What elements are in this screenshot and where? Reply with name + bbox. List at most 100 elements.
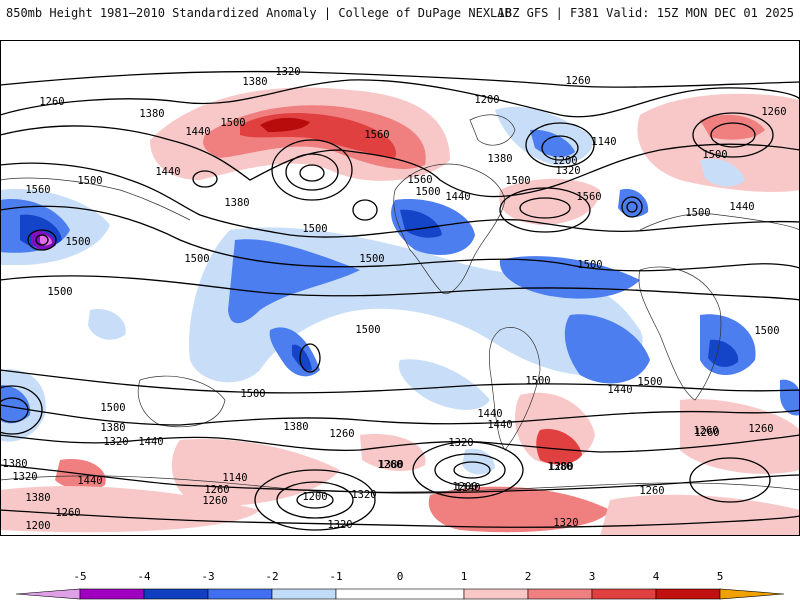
legend-tick-labels: -5 -4 -3 -2 -1 0 1 2 3 4 5 [73,570,723,583]
legend-swatch-zero [335,588,465,600]
contour-label: 1440 [155,166,180,178]
coastline-greenland [469,114,516,146]
model-run-info: 18Z GFS | F381 Valid: 15Z MON DEC 01 202… [497,6,794,20]
legend-tick: 3 [589,570,596,583]
contour-label: 1260 [329,428,354,440]
contour-closed-low [299,164,325,182]
legend-color-bar [15,588,785,600]
contour-label: 1500 [415,186,440,198]
contour-label: 1320 [12,471,37,483]
anomaly-region [292,344,312,371]
contour-label: 1200 [548,461,573,473]
contour-label: 1440 [487,419,512,431]
contour-line [0,509,800,528]
contour-line [0,404,800,426]
anomaly-region [700,158,745,187]
contour-closed-low [299,343,321,373]
contour-label: 1320 [327,519,352,531]
contour-closed [352,199,378,221]
contour-label: 1140 [455,482,480,494]
contour-label: 1380 [378,459,403,471]
anomaly-region [462,448,495,475]
contour-label: 1200 [474,94,499,106]
contour-label: 1560 [576,191,601,203]
contour-closed-high [499,187,591,233]
anomaly-region [700,114,765,140]
legend-tick: -4 [137,570,151,583]
contour-label: 1500 [685,207,710,219]
contour-label: 1380 [283,421,308,433]
contour-label: 1260 [55,507,80,519]
contour-label: 1440 [185,126,210,138]
contour-line [0,162,800,238]
legend-swatch-p4 [655,588,721,600]
contour-label: 1260 [694,427,719,439]
contour-label: 1500 [702,149,727,161]
contour-closed-low [626,201,638,213]
contour-closed-low [453,461,491,479]
contour-closed-low [276,481,354,519]
contour-closed-low [35,234,49,246]
contour-line [0,464,800,494]
anomaly-region [618,188,649,217]
anomaly-region [88,309,126,340]
anomaly-region [260,117,310,132]
contour-label: 1200 [452,481,477,493]
contour-label: 1260 [39,96,64,108]
anomaly-region [360,434,426,472]
contour-label: 1500 [754,325,779,337]
anomaly-region [398,359,490,410]
anomaly-region [40,235,52,246]
contour-label: 1560 [25,184,50,196]
contour-line [0,70,800,88]
contour-label: 1380 [2,458,27,470]
anomaly-region [530,129,575,157]
contour-label: 1500 [577,259,602,271]
legend-swatch-m3 [143,588,209,600]
contour-label: 1260 [377,459,402,471]
contour-line [0,205,800,272]
legend-swatch-p2 [527,588,593,600]
contour-label: 1500 [47,286,72,298]
contour-label: 1260 [748,423,773,435]
coastline-africa [638,266,722,401]
coastline-europe-asia [0,177,800,231]
contour-label: 1260 [204,484,229,496]
contour-closed-low [254,469,376,531]
contour-label: 1500 [77,175,102,187]
anomaly-region [564,314,650,384]
legend-tick: -3 [201,570,214,583]
contour-label: 1200 [302,491,327,503]
contour-label: 1440 [138,436,163,448]
contour-label: 1440 [607,384,632,396]
contour-label: 1380 [547,461,572,473]
contour-label: 1500 [220,117,245,129]
contour-label: 1320 [351,489,376,501]
contour-label: 1260 [565,75,590,87]
contour-label: 1560 [407,174,432,186]
anomaly-region [400,209,442,238]
contour-closed-low [541,135,579,161]
legend-tick: 0 [397,570,404,583]
contour-closed-low [285,153,339,191]
anomaly-region [228,239,360,324]
contour-closed-low [689,457,771,503]
legend-swatch-m4 [79,588,145,600]
contour-line [0,125,800,198]
coastline-north-america [393,163,506,295]
contour-label: 1500 [505,175,530,187]
legend-swatch-p3 [591,588,657,600]
contour-closed-high [519,197,571,219]
contour-label: 1560 [364,129,389,141]
contour-label: 1260 [693,425,718,437]
contour-label: 1500 [355,324,380,336]
contour-closed-low [0,397,29,423]
legend-tick: -2 [265,570,278,583]
legend-tick: 1 [461,570,468,583]
contour-line [0,434,800,453]
contour-closed-low [710,122,756,148]
contour-closed-low [412,441,524,499]
contour-labels: 1320 1380 1260 1380 1440 1500 1560 1200 … [2,66,786,532]
coastlines [0,114,800,493]
anomaly-region [55,459,106,491]
